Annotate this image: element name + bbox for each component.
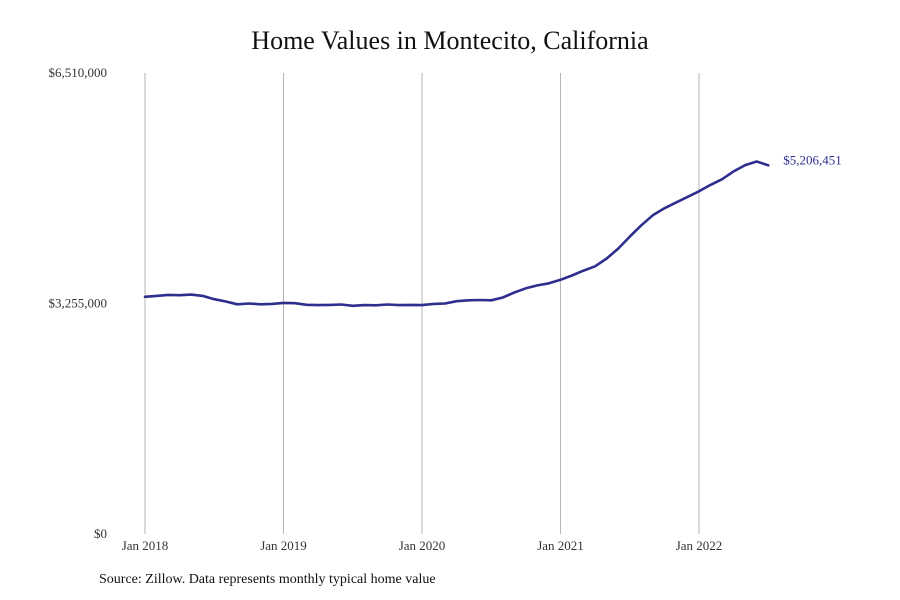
chart-title: Home Values in Montecito, California — [251, 26, 649, 55]
x-tick-label: Jan 2021 — [537, 538, 584, 553]
x-tick-label: Jan 2022 — [676, 538, 723, 553]
y-tick-label: $0 — [94, 526, 107, 541]
x-tick-label: Jan 2018 — [122, 538, 169, 553]
x-tick-label: Jan 2020 — [399, 538, 446, 553]
y-tick-label: $6,510,000 — [49, 65, 108, 80]
series-line — [143, 160, 770, 308]
end-value-label: $5,206,451 — [783, 152, 842, 167]
x-tick-label: Jan 2019 — [260, 538, 307, 553]
y-tick-label: $3,255,000 — [49, 296, 108, 311]
source-note: Source: Zillow. Data represents monthly … — [99, 572, 436, 587]
